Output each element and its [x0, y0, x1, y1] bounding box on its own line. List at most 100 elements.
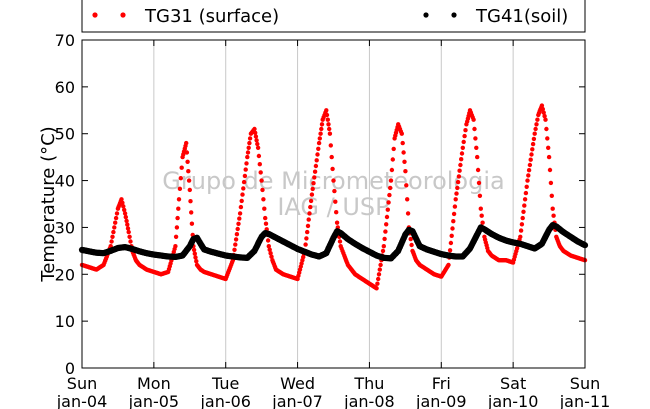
- data-point: [400, 140, 405, 146]
- data-point: [541, 110, 546, 115]
- data-point: [546, 154, 552, 160]
- data-point: [547, 167, 553, 173]
- data-point: [449, 233, 454, 238]
- data-point: [121, 204, 126, 209]
- data-point: [306, 217, 311, 222]
- data-point: [453, 197, 458, 202]
- x-tick-label-day: Fri: [432, 374, 451, 393]
- data-point: [254, 138, 259, 143]
- data-point: [194, 259, 199, 264]
- data-point: [447, 248, 453, 253]
- data-point: [312, 169, 318, 174]
- data-point: [451, 219, 456, 224]
- data-point: [127, 234, 132, 239]
- data-point: [405, 211, 411, 216]
- data-point: [518, 228, 524, 233]
- data-point: [265, 238, 271, 243]
- data-point: [459, 157, 464, 162]
- data-point: [324, 108, 329, 113]
- data-point: [458, 162, 463, 168]
- data-point: [236, 221, 241, 226]
- data-point: [260, 187, 265, 193]
- x-tick-label-day: Sat: [500, 374, 526, 393]
- x-tick-label-day: Tue: [211, 374, 239, 393]
- data-point: [382, 236, 387, 242]
- data-point: [109, 239, 114, 244]
- data-point: [126, 229, 131, 235]
- data-point: [308, 204, 313, 210]
- data-point: [110, 234, 115, 239]
- data-point: [530, 141, 536, 147]
- data-point: [122, 211, 128, 216]
- data-point: [524, 184, 529, 189]
- data-point: [313, 163, 319, 169]
- data-point: [305, 223, 311, 229]
- data-point: [307, 211, 312, 216]
- data-point: [304, 236, 309, 241]
- data-point: [528, 157, 533, 162]
- data-point: [401, 150, 406, 155]
- data-point: [113, 215, 119, 221]
- grid-lines: [153, 40, 514, 368]
- data-point: [542, 113, 547, 119]
- data-point: [252, 126, 257, 132]
- data-point: [125, 222, 130, 227]
- data-point: [319, 126, 324, 132]
- data-point: [337, 239, 343, 244]
- data-point: [519, 222, 525, 227]
- data-point: [480, 220, 485, 225]
- data-point: [549, 193, 554, 198]
- data-point: [391, 146, 396, 152]
- data-point: [473, 136, 478, 141]
- data-point: [240, 192, 245, 197]
- data-point: [387, 192, 392, 198]
- x-tick-label-date: jan-09: [415, 392, 467, 409]
- data-point: [318, 131, 323, 136]
- data-point: [408, 236, 413, 242]
- data-point: [463, 128, 468, 133]
- data-point: [326, 122, 331, 127]
- data-point: [522, 203, 527, 208]
- data-point: [247, 140, 252, 146]
- y-tick-label: 30: [55, 218, 75, 237]
- data-point: [239, 198, 244, 204]
- legend-marker-tg41: [451, 12, 457, 18]
- data-point: [122, 207, 127, 213]
- data-point: [237, 216, 242, 221]
- y-tick-label: 50: [55, 125, 75, 144]
- data-point: [237, 211, 243, 216]
- data-point: [475, 154, 480, 160]
- data-point: [256, 153, 262, 159]
- data-point: [113, 220, 118, 225]
- y-axis-label: Temperature (°C): [38, 126, 59, 282]
- data-point: [242, 173, 248, 179]
- data-point: [259, 178, 264, 183]
- data-point: [521, 209, 526, 214]
- data-point: [544, 126, 549, 132]
- data-point: [253, 134, 259, 139]
- data-point: [523, 190, 529, 196]
- data-point: [308, 198, 314, 204]
- data-point: [454, 191, 459, 196]
- data-point: [178, 176, 183, 181]
- data-point: [309, 192, 315, 197]
- data-point: [472, 126, 477, 132]
- x-tick-label-day: Sun: [67, 374, 97, 393]
- data-point: [455, 179, 461, 185]
- data-point: [545, 136, 550, 141]
- data-point: [238, 204, 244, 210]
- legend-marker-tg31: [120, 12, 126, 18]
- data-point: [235, 226, 240, 232]
- data-point: [245, 154, 250, 160]
- data-point: [535, 117, 540, 122]
- data-point: [532, 131, 537, 136]
- data-point: [334, 210, 339, 215]
- data-point: [334, 220, 340, 225]
- data-point: [330, 166, 335, 172]
- data-point: [233, 237, 239, 242]
- data-point: [403, 169, 408, 174]
- data-point: [461, 139, 466, 145]
- data-point: [319, 122, 325, 127]
- data-point: [317, 136, 322, 141]
